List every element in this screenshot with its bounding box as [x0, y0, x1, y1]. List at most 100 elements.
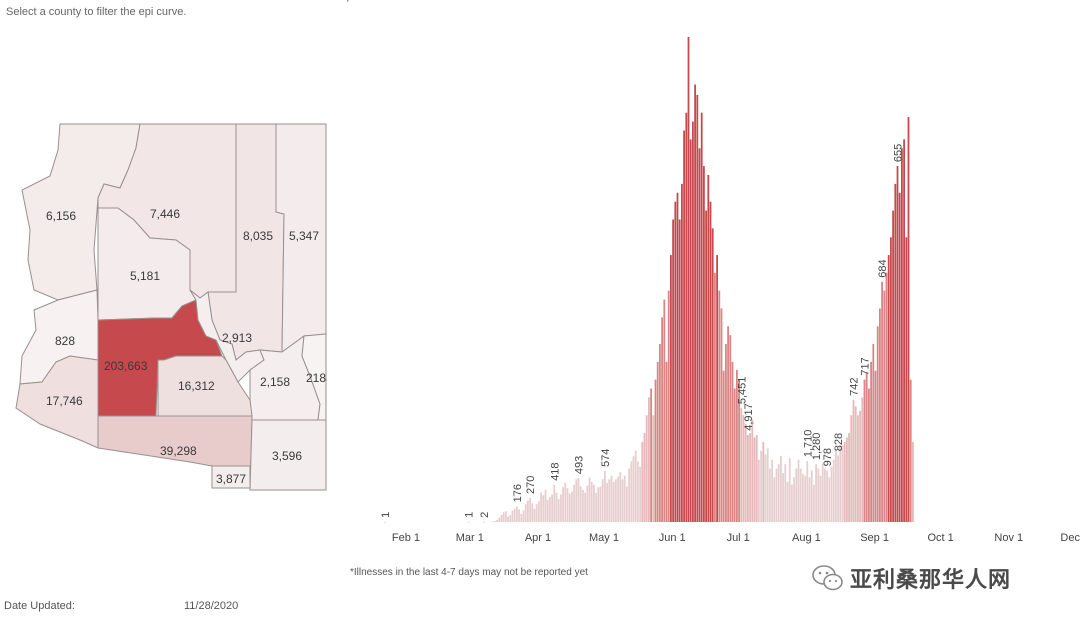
epi-bar [483, 521, 485, 523]
epi-data-label: 1,373 [340, 0, 368, 3]
epi-bar [720, 308, 723, 522]
epi-bar [608, 479, 611, 522]
county-map: 6,156 7,446 8,035 5,347 5,181 828 203,66… [15, 123, 327, 491]
epi-bar [786, 481, 789, 522]
epi-bar [736, 369, 738, 522]
epi-bar [725, 344, 727, 522]
epi-bars [384, 37, 914, 523]
county-cochise[interactable] [249, 419, 327, 491]
epi-bar [773, 477, 776, 522]
epi-bar [562, 487, 564, 522]
epi-bar [643, 433, 646, 522]
county-label-mohave: 6,156 [46, 209, 76, 223]
epi-bar [678, 219, 681, 522]
epi-bar [667, 290, 670, 522]
epi-bar [892, 210, 894, 523]
epi-bar [771, 459, 773, 522]
epi-bar [579, 486, 582, 522]
epi-bar [549, 497, 551, 522]
county-label-santa-cruz: 3,877 [216, 472, 246, 486]
epi-bar [714, 272, 716, 522]
wechat-icon [812, 563, 843, 593]
county-greenlee[interactable] [301, 333, 327, 421]
epi-bar [533, 508, 536, 522]
county-label-cochise: 3,596 [272, 449, 302, 463]
epi-bar [500, 514, 503, 522]
epi-data-label: 418 [549, 462, 561, 480]
epi-bar [498, 517, 501, 522]
epi-bar [648, 397, 650, 522]
epi-bar [883, 290, 886, 522]
epi-bar [502, 512, 505, 522]
epi-bar [652, 415, 655, 522]
x-tick-label: Aug 1 [792, 532, 821, 544]
epi-bar [696, 94, 699, 523]
epi-bar [775, 468, 778, 522]
date-updated-value: 11/28/2020 [184, 600, 239, 612]
x-tick-label: Jun 1 [659, 532, 686, 544]
epi-bar [384, 521, 386, 523]
x-tick-label: Jul 1 [727, 532, 750, 544]
county-label-gila: 2,913 [222, 331, 252, 345]
epi-bar [835, 450, 837, 522]
epi-bar [551, 494, 553, 522]
epi-bar [852, 399, 855, 522]
epi-data-label: 4,917 [743, 403, 755, 431]
epi-bar [584, 492, 586, 522]
county-label-la-paz: 828 [55, 334, 75, 348]
epi-bar [494, 520, 496, 522]
epi-bar [857, 415, 859, 522]
epi-bar [731, 361, 734, 522]
epi-bar [896, 166, 899, 523]
epi-bar [843, 441, 846, 522]
epi-bar [890, 237, 892, 522]
epi-bar [505, 511, 507, 522]
watermark-text: 亚利桑那华人网 [850, 567, 1012, 592]
epi-bar [518, 509, 520, 522]
epi-bar [815, 464, 817, 522]
county-label-yuma: 17,746 [46, 394, 83, 408]
epi-bar [747, 434, 749, 522]
epi-bar [557, 498, 560, 522]
footnote: *Illnesses in the last 4-7 days may not … [350, 567, 588, 578]
epi-bar [674, 201, 677, 522]
epi-bar [535, 504, 538, 522]
epi-bar [623, 475, 626, 522]
epi-bar [872, 344, 875, 522]
epi-bar [753, 437, 756, 522]
epi-data-label: 978 [822, 448, 834, 466]
epi-bar [577, 478, 580, 522]
epi-bar [676, 192, 679, 522]
epi-bar [894, 183, 897, 522]
county-label-apache: 5,347 [289, 229, 319, 243]
epi-bar [588, 477, 591, 522]
epi-bar [692, 121, 694, 522]
epi-bar [571, 491, 573, 522]
epi-data-label: 176 [512, 484, 524, 502]
epi-data-label: 828 [833, 433, 845, 451]
epi-bar [538, 501, 540, 522]
epi-bar [716, 255, 718, 523]
epi-data-label: 684 [877, 259, 889, 277]
watermark: 亚利桑那华人网 [812, 562, 1011, 594]
epi-bar [887, 255, 890, 523]
epi-bar [698, 148, 701, 522]
epi-bar [590, 481, 593, 522]
epi-bar [560, 494, 562, 522]
x-tick-label: May 1 [589, 532, 619, 544]
epi-bar [670, 255, 672, 523]
epi-bar [762, 441, 765, 522]
epi-bar [766, 448, 769, 522]
epi-bar [819, 475, 822, 522]
county-gila[interactable] [189, 289, 265, 383]
epi-bar [685, 112, 688, 523]
epi-bar [511, 510, 514, 522]
epi-bar [826, 470, 828, 522]
epi-bar [639, 466, 641, 522]
epi-bar [909, 379, 912, 522]
epi-bar [683, 130, 685, 522]
epi-bar [568, 493, 571, 522]
epi-bar [687, 37, 690, 522]
